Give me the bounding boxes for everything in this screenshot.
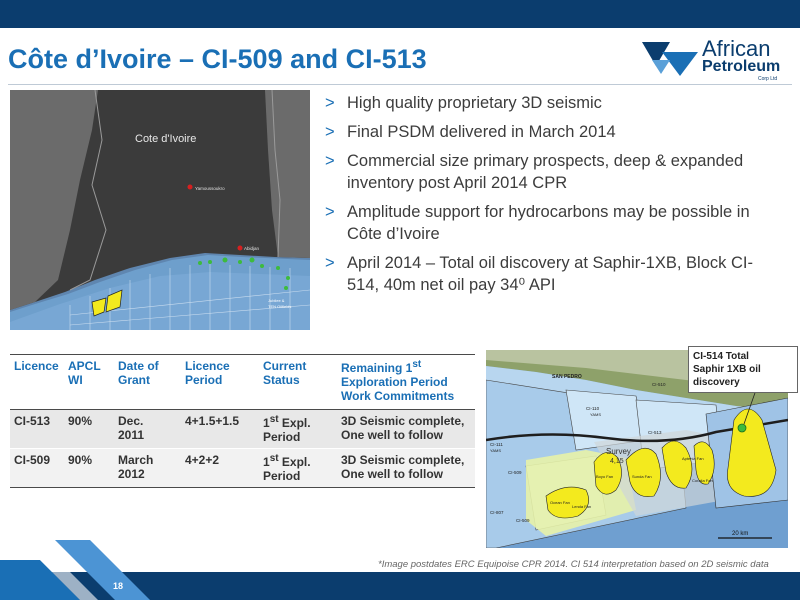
- svg-text:CI-807: CI-807: [490, 510, 504, 515]
- logo-wordmark-petroleum: Petroleum: [702, 58, 781, 75]
- label-san-pedro: SAN PEDRO: [552, 374, 582, 380]
- svg-text:Boyo Fan: Boyo Fan: [596, 474, 613, 479]
- col-header-licence: Licence: [10, 354, 64, 410]
- logo-wordmark-corp: Corp Ltd: [758, 76, 778, 82]
- svg-text:Aptenia Fan: Aptenia Fan: [682, 456, 704, 461]
- table-row: CI-509 90% March 2012 4+2+2 1st Expl. Per…: [10, 448, 475, 488]
- table-row: CI-513 90% Dec. 2011 4+1.5+1.5 1st Expl. …: [10, 409, 475, 449]
- city-label-yamoussoukro: Yamoussoukro: [195, 186, 225, 191]
- svg-text:CI-510: CI-510: [652, 382, 666, 387]
- col-header-period: Licence Period: [181, 354, 259, 410]
- svg-text:4,15: 4,15: [610, 458, 624, 465]
- footnote: *Image postdates ERC Equipoise CPR 2014.…: [378, 559, 769, 570]
- discovery-callout: CI-514 Total Saphir 1XB oil discovery: [688, 346, 798, 393]
- svg-text:CI-110: CI-110: [586, 406, 600, 411]
- svg-text:Sunda Fan: Sunda Fan: [632, 474, 652, 479]
- bullet-chevron-icon: >: [325, 123, 335, 141]
- bullet-chevron-icon: >: [325, 254, 335, 272]
- slide-title: Côte d’Ivoire – CI-509 and CI-513: [8, 44, 427, 74]
- col-header-status: Current Status: [259, 354, 337, 410]
- bullet-item: > High quality proprietary 3D seismic: [325, 94, 602, 112]
- regional-map: Cote d'Ivoire Yamoussoukro Abidjan Jubil…: [10, 90, 310, 330]
- bullet-item: > April 2014 – Total oil discovery at Sap…: [325, 254, 753, 294]
- svg-text:CI-513: CI-513: [648, 430, 662, 435]
- bullet-chevron-icon: >: [325, 94, 335, 112]
- corner-chevron-decoration: [0, 540, 150, 600]
- abidjan-marker-icon: [237, 245, 243, 251]
- svg-text:CI-509: CI-509: [516, 518, 530, 523]
- svg-text:Ocean Fan: Ocean Fan: [550, 500, 570, 505]
- bullet-item: > Amplitude support for hydrocarbons may …: [325, 203, 750, 243]
- city-label-abidjan: Abidjan: [244, 246, 260, 251]
- highlights-list: > High quality proprietary 3D seismic > Fi…: [325, 92, 785, 303]
- scale-bar-label: 20 km: [732, 531, 748, 537]
- table-header-row: Licence APCL WI Date of Grant Licence Perio…: [10, 354, 475, 410]
- svg-text:Survey: Survey: [606, 447, 631, 456]
- legend-jubilee: Jubilee &: [268, 298, 285, 303]
- title-divider: [8, 84, 792, 85]
- col-header-wi: APCL WI: [64, 354, 114, 410]
- svg-text:CI-111: CI-111: [490, 442, 503, 447]
- bullet-item: > Commercial size primary prospects, deep…: [325, 152, 744, 192]
- svg-text:YAMS: YAMS: [590, 412, 601, 417]
- country-label: Cote d'Ivoire: [135, 133, 196, 145]
- bullet-item: > Final PSDM delivered in March 2014: [325, 123, 616, 141]
- company-logo: African Petroleum Corp Ltd: [640, 36, 781, 82]
- yamoussoukro-marker-icon: [187, 184, 193, 190]
- licence-table: Licence APCL WI Date of Grant Licence Perio…: [10, 354, 475, 488]
- svg-text:Lenda Fan: Lenda Fan: [572, 504, 591, 509]
- col-header-commitments: Remaining 1st Exploration Period Work Co…: [337, 354, 475, 410]
- svg-text:YAMS: YAMS: [490, 448, 501, 453]
- logo-wordmark-african: African: [702, 36, 771, 61]
- svg-text:Coralia Fan: Coralia Fan: [692, 478, 713, 483]
- top-banner: [0, 0, 800, 28]
- logo-mark-icon: [642, 42, 698, 76]
- bullet-chevron-icon: >: [325, 152, 335, 170]
- bullet-chevron-icon: >: [325, 203, 335, 221]
- legend-ten: TEN Oilfields: [268, 304, 291, 309]
- col-header-grant: Date of Grant: [114, 354, 181, 410]
- svg-text:CI-509: CI-509: [508, 470, 522, 475]
- page-number: 18: [113, 581, 124, 591]
- saphir-well-marker-icon: [737, 423, 747, 433]
